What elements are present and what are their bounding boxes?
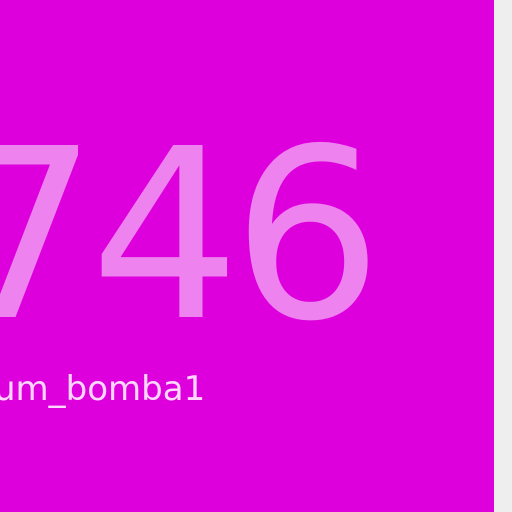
counter-tile[interactable]: 746 um_bomba1 xyxy=(0,0,494,512)
tile-value: 746 xyxy=(0,98,382,373)
tile-label: um_bomba1 xyxy=(0,369,206,409)
right-margin-strip xyxy=(494,0,512,512)
